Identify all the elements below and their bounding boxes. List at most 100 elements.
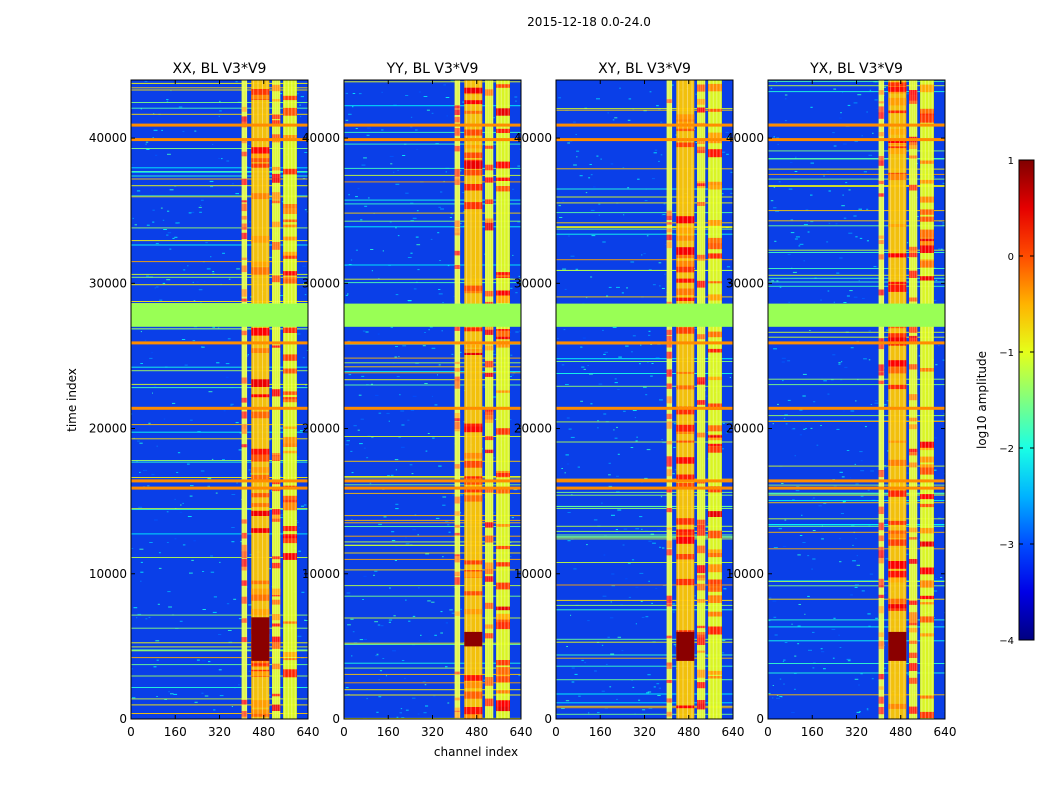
heatmap-noise-cell bbox=[515, 292, 518, 294]
heatmap-noise-cell bbox=[204, 280, 206, 282]
heatmap-noise-cell bbox=[397, 169, 399, 171]
heatmap-noise-cell bbox=[827, 393, 830, 395]
hot-channel-segment bbox=[878, 583, 885, 588]
heatmap-noise-cell bbox=[842, 143, 847, 145]
hot-channel-segment bbox=[697, 682, 706, 689]
heatmap-noise-cell bbox=[248, 604, 252, 606]
heatmap-noise-cell bbox=[380, 625, 384, 627]
heatmap-noise-cell bbox=[299, 126, 302, 128]
heatmap-noise-cell bbox=[581, 659, 584, 661]
x-tick-label: 320 bbox=[633, 725, 656, 739]
heatmap-noise-cell bbox=[438, 465, 442, 467]
x-tick-label: 320 bbox=[845, 725, 868, 739]
hot-channel-segment bbox=[496, 667, 510, 675]
heatmap-noise-cell bbox=[300, 96, 304, 98]
heatmap-noise-cell bbox=[250, 473, 253, 475]
hot-channel-segment bbox=[283, 426, 297, 429]
heatmap-noise-cell bbox=[778, 528, 782, 530]
hot-channel-segment bbox=[496, 545, 510, 550]
hot-channel-column bbox=[697, 80, 706, 719]
strong-interference-row bbox=[556, 138, 733, 142]
heatmap-noise-cell bbox=[218, 669, 222, 671]
heatmap-noise-cell bbox=[410, 252, 413, 254]
heatmap-noise-cell bbox=[783, 659, 786, 661]
interference-row bbox=[768, 268, 945, 269]
interference-row bbox=[344, 220, 521, 222]
heatmap-noise-cell bbox=[706, 655, 709, 657]
interference-row bbox=[556, 713, 733, 715]
heatmap-noise-cell bbox=[401, 424, 405, 426]
heatmap-noise-cell bbox=[367, 127, 371, 129]
heatmap-noise-cell bbox=[869, 573, 874, 575]
heatmap-noise-cell bbox=[405, 709, 409, 711]
hot-channel-segment bbox=[666, 441, 673, 445]
heatmap-noise-cell bbox=[641, 528, 643, 530]
interference-row bbox=[344, 642, 521, 644]
heatmap-noise-cell bbox=[236, 268, 240, 270]
interference-row bbox=[344, 667, 521, 669]
heatmap-noise-cell bbox=[510, 542, 512, 543]
hot-channel-segment bbox=[272, 99, 281, 102]
heatmap-noise-cell bbox=[938, 248, 940, 250]
interference-row bbox=[344, 541, 521, 543]
heatmap-noise-cell bbox=[617, 389, 620, 390]
heatmap-noise-cell bbox=[180, 504, 182, 506]
heatmap-noise-cell bbox=[451, 612, 456, 614]
hot-channel-segment bbox=[454, 179, 461, 185]
hot-channel-segment bbox=[454, 228, 461, 232]
heatmap-noise-cell bbox=[570, 255, 575, 257]
interference-row bbox=[556, 441, 733, 443]
heatmap-noise-cell bbox=[222, 252, 225, 254]
heatmap-noise-cell bbox=[782, 380, 784, 382]
y-tick-label: 20000 bbox=[89, 422, 127, 436]
hot-channel-segment bbox=[697, 529, 706, 536]
heatmap-noise-cell bbox=[609, 617, 614, 619]
heatmap-noise-cell bbox=[621, 292, 624, 294]
heatmap-noise-cell bbox=[404, 677, 406, 679]
heatmap-noise-cell bbox=[654, 149, 658, 151]
heatmap-noise-cell bbox=[562, 268, 567, 270]
hot-channel-segment bbox=[708, 446, 722, 453]
hot-channel-segment bbox=[878, 555, 885, 564]
heatmap-noise-cell bbox=[366, 698, 368, 700]
heatmap-noise-cell bbox=[558, 97, 561, 99]
heatmap-noise-cell bbox=[873, 266, 877, 268]
y-tick-label: 10000 bbox=[726, 567, 764, 581]
heatmap-noise-cell bbox=[784, 642, 788, 643]
interference-row bbox=[131, 276, 308, 278]
heatmap-noise-cell bbox=[389, 587, 391, 589]
interference-row bbox=[344, 522, 521, 524]
heatmap-noise-cell bbox=[390, 163, 393, 165]
heatmap-noise-cell bbox=[515, 100, 517, 102]
heatmap-noise-cell bbox=[248, 145, 250, 147]
heatmap-noise-cell bbox=[160, 207, 163, 209]
hot-channel-segment bbox=[909, 627, 918, 633]
heatmap-noise-cell bbox=[795, 490, 800, 492]
heatmap-noise-cell bbox=[705, 395, 708, 397]
heatmap-noise-cell bbox=[152, 209, 155, 211]
hot-channel-segment bbox=[241, 265, 248, 273]
heatmap-noise-cell bbox=[445, 97, 450, 98]
hot-channel-segment bbox=[888, 576, 907, 583]
heatmap-noise-cell bbox=[347, 293, 349, 295]
heatmap-noise-cell bbox=[182, 130, 185, 132]
heatmap-noise-cell bbox=[855, 400, 857, 402]
heatmap-noise-cell bbox=[845, 182, 848, 184]
heatmap-noise-cell bbox=[355, 128, 358, 129]
heatmap-noise-cell bbox=[194, 701, 198, 703]
heatmap-noise-cell bbox=[660, 154, 663, 156]
heatmap-noise-cell bbox=[784, 94, 788, 96]
hot-channel-segment bbox=[920, 711, 934, 719]
heatmap-noise-cell bbox=[156, 445, 158, 447]
heatmap-noise-cell bbox=[428, 640, 431, 642]
heatmap-noise-cell bbox=[167, 153, 171, 155]
heatmap-noise-cell bbox=[210, 256, 212, 258]
heatmap-noise-cell bbox=[632, 410, 637, 411]
heatmap-noise-cell bbox=[140, 571, 144, 573]
heatmap-noise-cell bbox=[839, 117, 842, 119]
heatmap-noise-cell bbox=[601, 690, 605, 692]
heatmap-noise-cell bbox=[363, 157, 367, 159]
heatmap-noise-cell bbox=[646, 235, 649, 237]
heatmap-noise-cell bbox=[768, 597, 772, 599]
heatmap-noise-cell bbox=[828, 190, 831, 192]
